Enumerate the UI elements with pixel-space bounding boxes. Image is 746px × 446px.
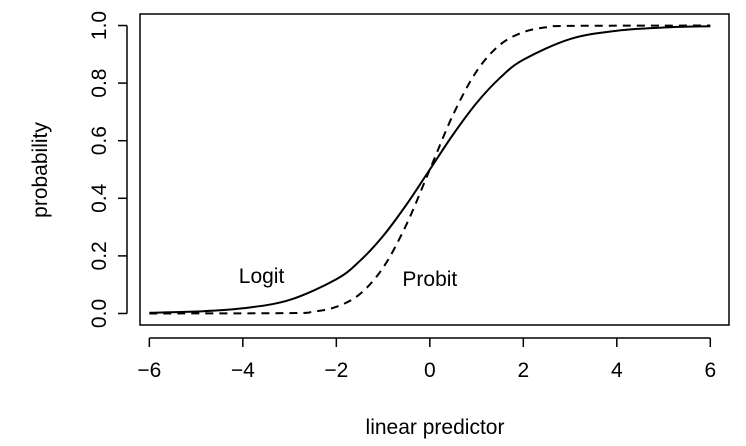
- logit-curve: [149, 25, 711, 314]
- x-tick-label: −6: [137, 359, 161, 382]
- x-axis-title: linear predictor: [366, 416, 505, 439]
- y-axis-title: probability: [29, 122, 52, 218]
- annotation-logit: Logit: [239, 265, 285, 288]
- annotation-layer: Logit Probit: [239, 265, 458, 291]
- y-tick-label: 0.6: [88, 126, 111, 155]
- x-tick-label: 2: [517, 359, 529, 382]
- x-tick-label: 4: [611, 359, 623, 382]
- annotation-probit: Probit: [402, 268, 457, 291]
- y-axis: 0.0 0.2 0.4 0.6 0.8 1.0: [88, 11, 128, 328]
- x-axis: −6 −4 −2 0 2 4 6: [137, 337, 716, 382]
- probit-curve: [149, 24, 711, 315]
- x-tick-label: 0: [424, 359, 436, 382]
- y-tick-label: 0.0: [88, 299, 111, 328]
- x-tick-label: −4: [231, 359, 255, 382]
- y-tick-label: 0.2: [88, 241, 111, 270]
- y-tick-label: 0.8: [88, 69, 111, 98]
- x-tick-label: 6: [704, 359, 716, 382]
- series-layer: [149, 24, 711, 315]
- plot-frame: [139, 13, 730, 326]
- y-tick-label: 1.0: [88, 11, 111, 40]
- x-tick-label: −2: [324, 359, 348, 382]
- y-tick-label: 0.4: [88, 183, 111, 213]
